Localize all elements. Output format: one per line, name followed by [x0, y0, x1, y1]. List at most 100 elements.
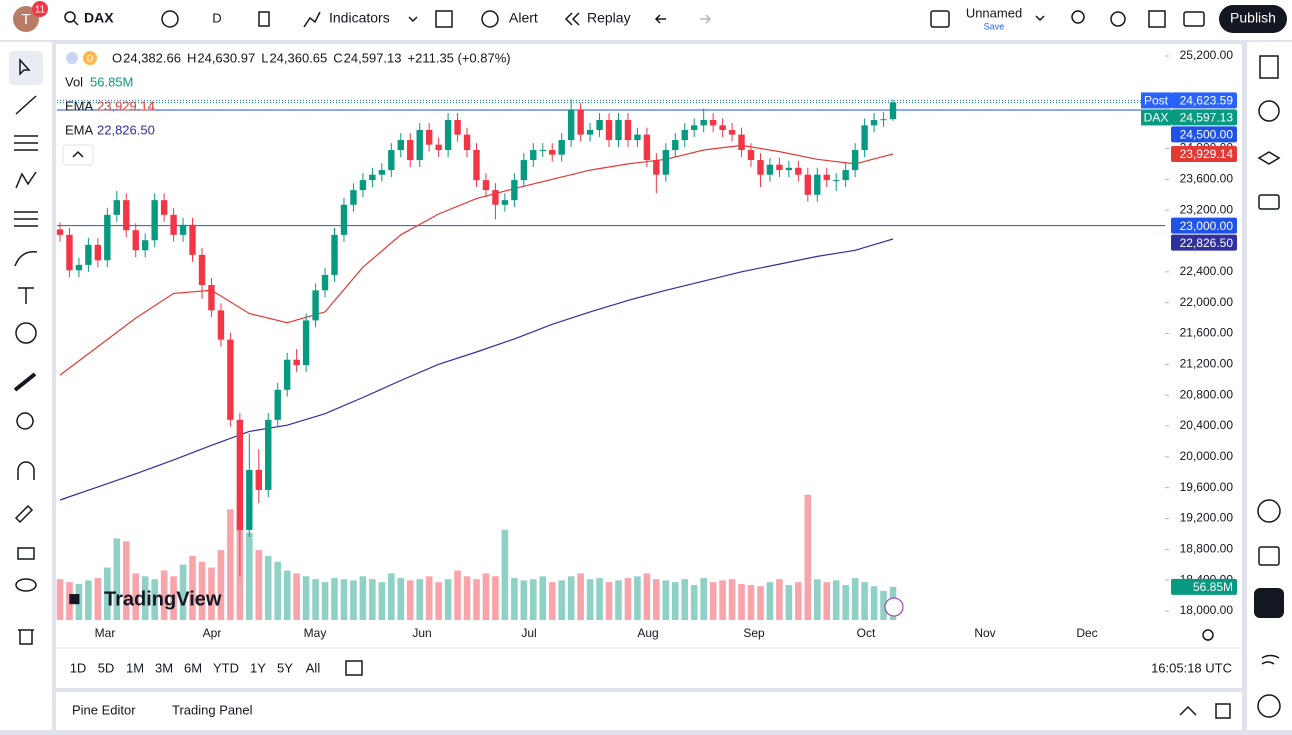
cursor-bg[interactable] [9, 51, 43, 85]
publish-button[interactable] [1219, 5, 1287, 33]
plot: 25,200.0024,000.0023,600.0023,200.0022,4… [56, 48, 1237, 640]
volume-bar [170, 576, 177, 620]
forecast-tool[interactable] [14, 211, 38, 227]
lock-drawing-tool[interactable] [14, 504, 34, 524]
range-button[interactable]: 5Y [277, 660, 293, 675]
axis-settings[interactable] [1202, 629, 1214, 641]
range-button[interactable]: YTD [213, 660, 239, 675]
fullscreen-icon[interactable] [1148, 10, 1166, 28]
range-button[interactable]: 1D [70, 660, 87, 675]
dropdown[interactable] [408, 16, 418, 23]
collapse-legend[interactable] [62, 144, 94, 166]
data-window-icon[interactable] [1257, 151, 1281, 165]
pattern-tool[interactable] [15, 171, 37, 189]
replay-icon[interactable] [564, 12, 580, 26]
fib-tool[interactable] [14, 135, 38, 151]
candle-body [236, 419, 244, 531]
trend-line-tool[interactable] [15, 95, 37, 115]
search-icon[interactable] [64, 11, 76, 23]
undo[interactable] [654, 14, 666, 24]
volume-bar [823, 582, 831, 620]
x-tick-label: Apr [203, 626, 222, 640]
expand-panel[interactable] [1179, 705, 1197, 716]
indicators-icon[interactable] [303, 11, 321, 28]
redo[interactable] [700, 14, 712, 24]
candle-body [208, 284, 215, 311]
brush-tool[interactable] [14, 251, 38, 267]
save[interactable]: Save [984, 21, 1005, 31]
layout-name[interactable]: Unnamed [966, 5, 1022, 20]
date-range-icon[interactable] [345, 660, 363, 676]
emoji-tool[interactable] [15, 322, 37, 344]
alerts-icon[interactable] [1258, 100, 1280, 122]
layout-icon[interactable] [930, 10, 950, 28]
alert-icon[interactable] [481, 10, 499, 28]
x-tick-label: Mar [95, 626, 116, 640]
help-icon[interactable] [1257, 694, 1281, 718]
candle-body [217, 310, 225, 340]
calendar-icon[interactable] [1258, 546, 1280, 566]
measure-tool[interactable] [13, 372, 37, 392]
symbol[interactable]: DAX [84, 10, 114, 26]
ideas-icon[interactable] [1257, 499, 1281, 523]
dropdown[interactable] [1035, 15, 1045, 22]
tab[interactable]: Trading Panel [172, 702, 253, 717]
range-button[interactable]: 1Y [250, 660, 266, 675]
avatar[interactable] [13, 6, 39, 32]
chat-icon[interactable] [1258, 194, 1280, 210]
chart-type-icon[interactable] [258, 11, 270, 27]
snapshot-icon[interactable] [1183, 11, 1205, 27]
watchlist-icon[interactable] [1259, 55, 1279, 79]
range-button[interactable]: 1M [126, 660, 144, 675]
volume-bar [747, 585, 755, 620]
interval[interactable]: D [212, 10, 221, 25]
volume-bar [473, 579, 480, 620]
delete-tool[interactable] [18, 629, 34, 645]
alert[interactable]: Alert [509, 10, 538, 26]
price-tag [1171, 217, 1237, 234]
magnet-tool[interactable] [17, 461, 35, 480]
candle-body [435, 144, 442, 151]
indicators[interactable]: Indicators [329, 10, 390, 26]
volume-bar [264, 555, 272, 620]
tab[interactable]: Pine Editor [72, 702, 136, 717]
zoom-tool[interactable] [16, 412, 34, 430]
range-button[interactable]: 3M [155, 660, 173, 675]
volume-bar [141, 576, 149, 620]
lock-tool[interactable] [17, 547, 35, 560]
drawing-tools [9, 51, 43, 645]
compare-icon[interactable] [161, 10, 179, 28]
candle-body [747, 150, 755, 161]
range-button[interactable]: 6M [184, 660, 202, 675]
candle-body [643, 134, 651, 161]
hide-tool[interactable] [15, 578, 37, 592]
range-button[interactable]: All [306, 660, 321, 675]
d-badge-bg [83, 51, 97, 65]
volume-bar [482, 573, 490, 620]
apps-button[interactable] [1254, 588, 1284, 618]
text-tool[interactable] [18, 287, 34, 304]
logo-text: TradingView [104, 588, 222, 610]
candle-body [861, 125, 868, 151]
candle-body [709, 119, 717, 126]
volume-bar [624, 578, 632, 620]
templates-icon[interactable] [435, 10, 453, 28]
settings-icon[interactable] [1110, 11, 1126, 27]
events-marker[interactable] [884, 597, 904, 617]
candle-body [444, 119, 452, 151]
cursor-tool[interactable] [19, 58, 31, 76]
volume-bar [558, 580, 565, 620]
quick-search-icon[interactable] [1071, 10, 1085, 24]
volume-bar [94, 578, 102, 620]
range-button[interactable]: 5D [98, 660, 115, 675]
candle-body [397, 140, 404, 151]
candle-body [113, 200, 120, 215]
candle-body [312, 290, 319, 321]
maximize-panel[interactable] [1215, 703, 1231, 719]
stream-icon[interactable] [1261, 654, 1280, 665]
candle-body [624, 119, 632, 141]
volume-bar [511, 578, 518, 620]
price-tag-label: 24,597.13 [1180, 111, 1234, 125]
volume-bar [728, 579, 736, 620]
replay[interactable]: Replay [587, 10, 631, 26]
